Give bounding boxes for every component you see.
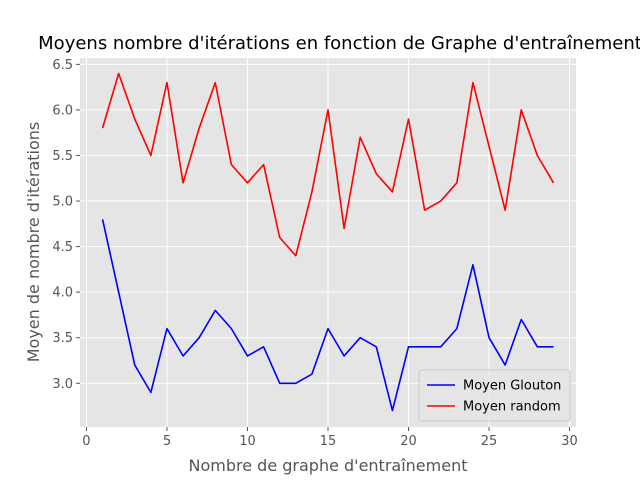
legend-label: Moyen random [463, 400, 561, 415]
x-tick-label: 25 [481, 434, 498, 449]
legend-label: Moyen Glouton [463, 379, 561, 394]
x-tick-label: 0 [82, 434, 90, 449]
x-tick-label: 5 [163, 434, 171, 449]
x-axis-label: Nombre de graphe d'entraînement [189, 456, 468, 475]
legend: Moyen Glouton Moyen random [418, 369, 571, 422]
y-tick-label: 4.5 [52, 240, 73, 255]
series-line-1 [101, 72, 555, 257]
y-axis: 3.0 3.5 4.0 4.5 5.0 5.5 6.0 6.5 [52, 58, 80, 392]
y-tick-label: 3.0 [52, 377, 73, 392]
y-tick-label: 5.5 [52, 149, 73, 164]
x-axis: 0 5 10 15 20 25 30 [82, 427, 578, 449]
y-tick-label: 3.5 [52, 331, 73, 346]
legend-box [418, 369, 571, 422]
y-tick-label: 4.0 [52, 286, 73, 301]
y-tick-label: 5.0 [52, 195, 73, 210]
x-tick-label: 15 [320, 434, 337, 449]
series-lines [101, 72, 555, 412]
y-axis-label: Moyen de nombre d'itérations [24, 122, 43, 363]
chart-title: Moyens nombre d'itérations en fonction d… [38, 33, 640, 54]
x-tick-label: 20 [400, 434, 417, 449]
y-tick-label: 6.5 [52, 58, 73, 73]
x-tick-label: 10 [239, 434, 256, 449]
series-line-0 [101, 219, 554, 412]
y-tick-label: 6.0 [52, 103, 73, 118]
x-tick-label: 30 [561, 434, 578, 449]
